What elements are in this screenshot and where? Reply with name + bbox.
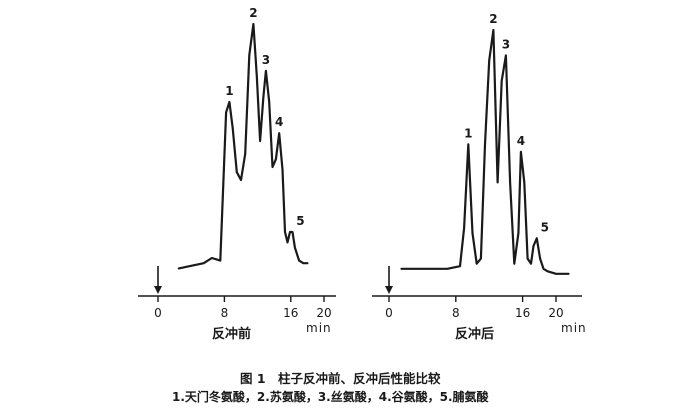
peak-label: 1	[225, 84, 233, 98]
peak-labels: 1 2 3 4 5	[225, 6, 304, 228]
peak-label: 4	[275, 115, 283, 129]
x-tick-label: 16	[283, 306, 298, 320]
panel-title: 反冲后	[455, 326, 494, 342]
peak-label: 2	[249, 6, 257, 20]
peak-label: 2	[489, 12, 497, 26]
chromatogram-trace	[177, 22, 309, 270]
injection-arrow-head	[154, 286, 162, 294]
x-ticks: 0 8 16 20	[385, 296, 564, 320]
x-tick-label: 20	[316, 306, 331, 320]
x-tick-label: 0	[385, 306, 393, 320]
x-ticks: 0 8 16 20	[154, 296, 332, 320]
x-tick-label: 16	[515, 306, 530, 320]
x-tick-label: 8	[221, 306, 229, 320]
peak-label: 3	[502, 37, 510, 51]
peak-label: 3	[262, 53, 270, 67]
x-tick-label: 8	[452, 306, 460, 320]
x-tick-label: 20	[548, 306, 563, 320]
peak-label: 5	[296, 214, 304, 228]
figure-caption-title: 图 1 柱子反冲前、反冲后性能比较	[240, 371, 441, 386]
x-tick-label: 0	[154, 306, 162, 320]
x-unit-label: min	[561, 321, 587, 335]
injection-arrow-head	[385, 286, 393, 294]
panel-title: 反冲前	[212, 326, 251, 342]
x-unit-label: min	[306, 321, 332, 335]
chromatogram-before: 0 8 16 20 1 2 3 4 5 min 反冲前	[138, 6, 336, 342]
peak-label: 5	[541, 220, 549, 234]
peak-label: 1	[464, 126, 472, 140]
peak-label: 4	[517, 134, 525, 148]
figure-caption-legend: 1.天门冬氨酸，2.苏氨酸，3.丝氨酸，4.谷氨酸，5.脯氨酸	[172, 389, 490, 404]
chromatogram-trace	[400, 28, 570, 275]
